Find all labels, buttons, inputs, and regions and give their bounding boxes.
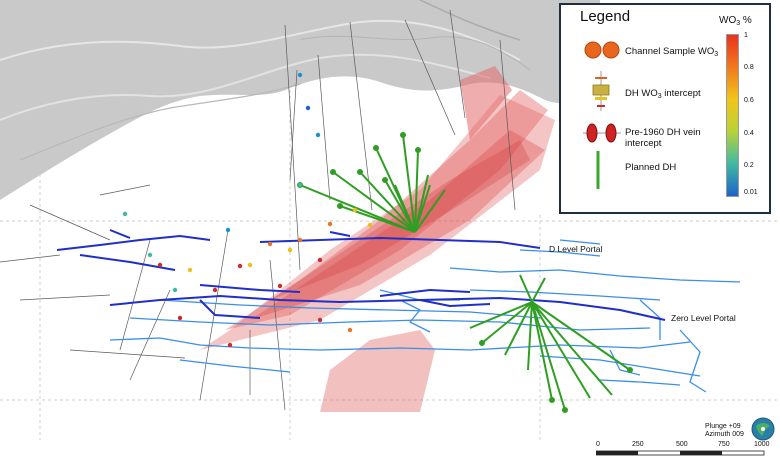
planned-drillholes — [297, 132, 633, 413]
zero-level-workings — [109, 239, 741, 393]
legend-panel: Legend Channel Sample WO3 DH WO3 interce… — [559, 3, 771, 214]
zero-level-portal-label: Zero Level Portal — [671, 313, 736, 323]
ramp-tick: 0.6 — [744, 97, 754, 104]
legend-channel-sample-label: Channel Sample WO3 — [625, 46, 719, 58]
scale-label: 0 — [596, 441, 600, 448]
channel-sample-icon — [584, 41, 620, 59]
dh-intercept-icon — [592, 71, 610, 111]
legend-planned-dh-label: Planned DH — [625, 162, 677, 173]
topography-surface — [0, 0, 600, 200]
ramp-tick: 0.8 — [744, 64, 754, 71]
orientation-globe-icon[interactable] — [750, 416, 776, 442]
orientation-readout: Plunge +09 Azimuth 009 — [705, 423, 744, 438]
ramp-tick: 0.4 — [744, 130, 754, 137]
d-level-workings — [56, 229, 666, 321]
planned-dh-icon — [596, 151, 600, 189]
scale-label: 250 — [632, 441, 644, 448]
pre1960-intercept-icon — [583, 123, 621, 143]
wo3-color-ramp — [726, 34, 739, 197]
d-level-portal-label: D Level Portal — [549, 244, 603, 254]
intercept-markers — [122, 72, 373, 348]
scale-label: 1000 — [754, 441, 770, 448]
scale-bar — [596, 450, 765, 456]
legend-dh-intercept-label: DH WO3 intercept — [625, 88, 701, 100]
ramp-title: WO3 % — [719, 15, 752, 27]
ramp-tick: 1 — [744, 32, 748, 39]
scale-label: 500 — [676, 441, 688, 448]
scale-label: 750 — [718, 441, 730, 448]
historic-drillholes — [0, 9, 516, 411]
legend-pre1960-label: Pre-1960 DH vein intercept — [625, 127, 701, 149]
ramp-tick: 0.2 — [744, 162, 754, 169]
legend-title: Legend — [580, 8, 631, 25]
ramp-tick: 0.01 — [744, 189, 758, 196]
